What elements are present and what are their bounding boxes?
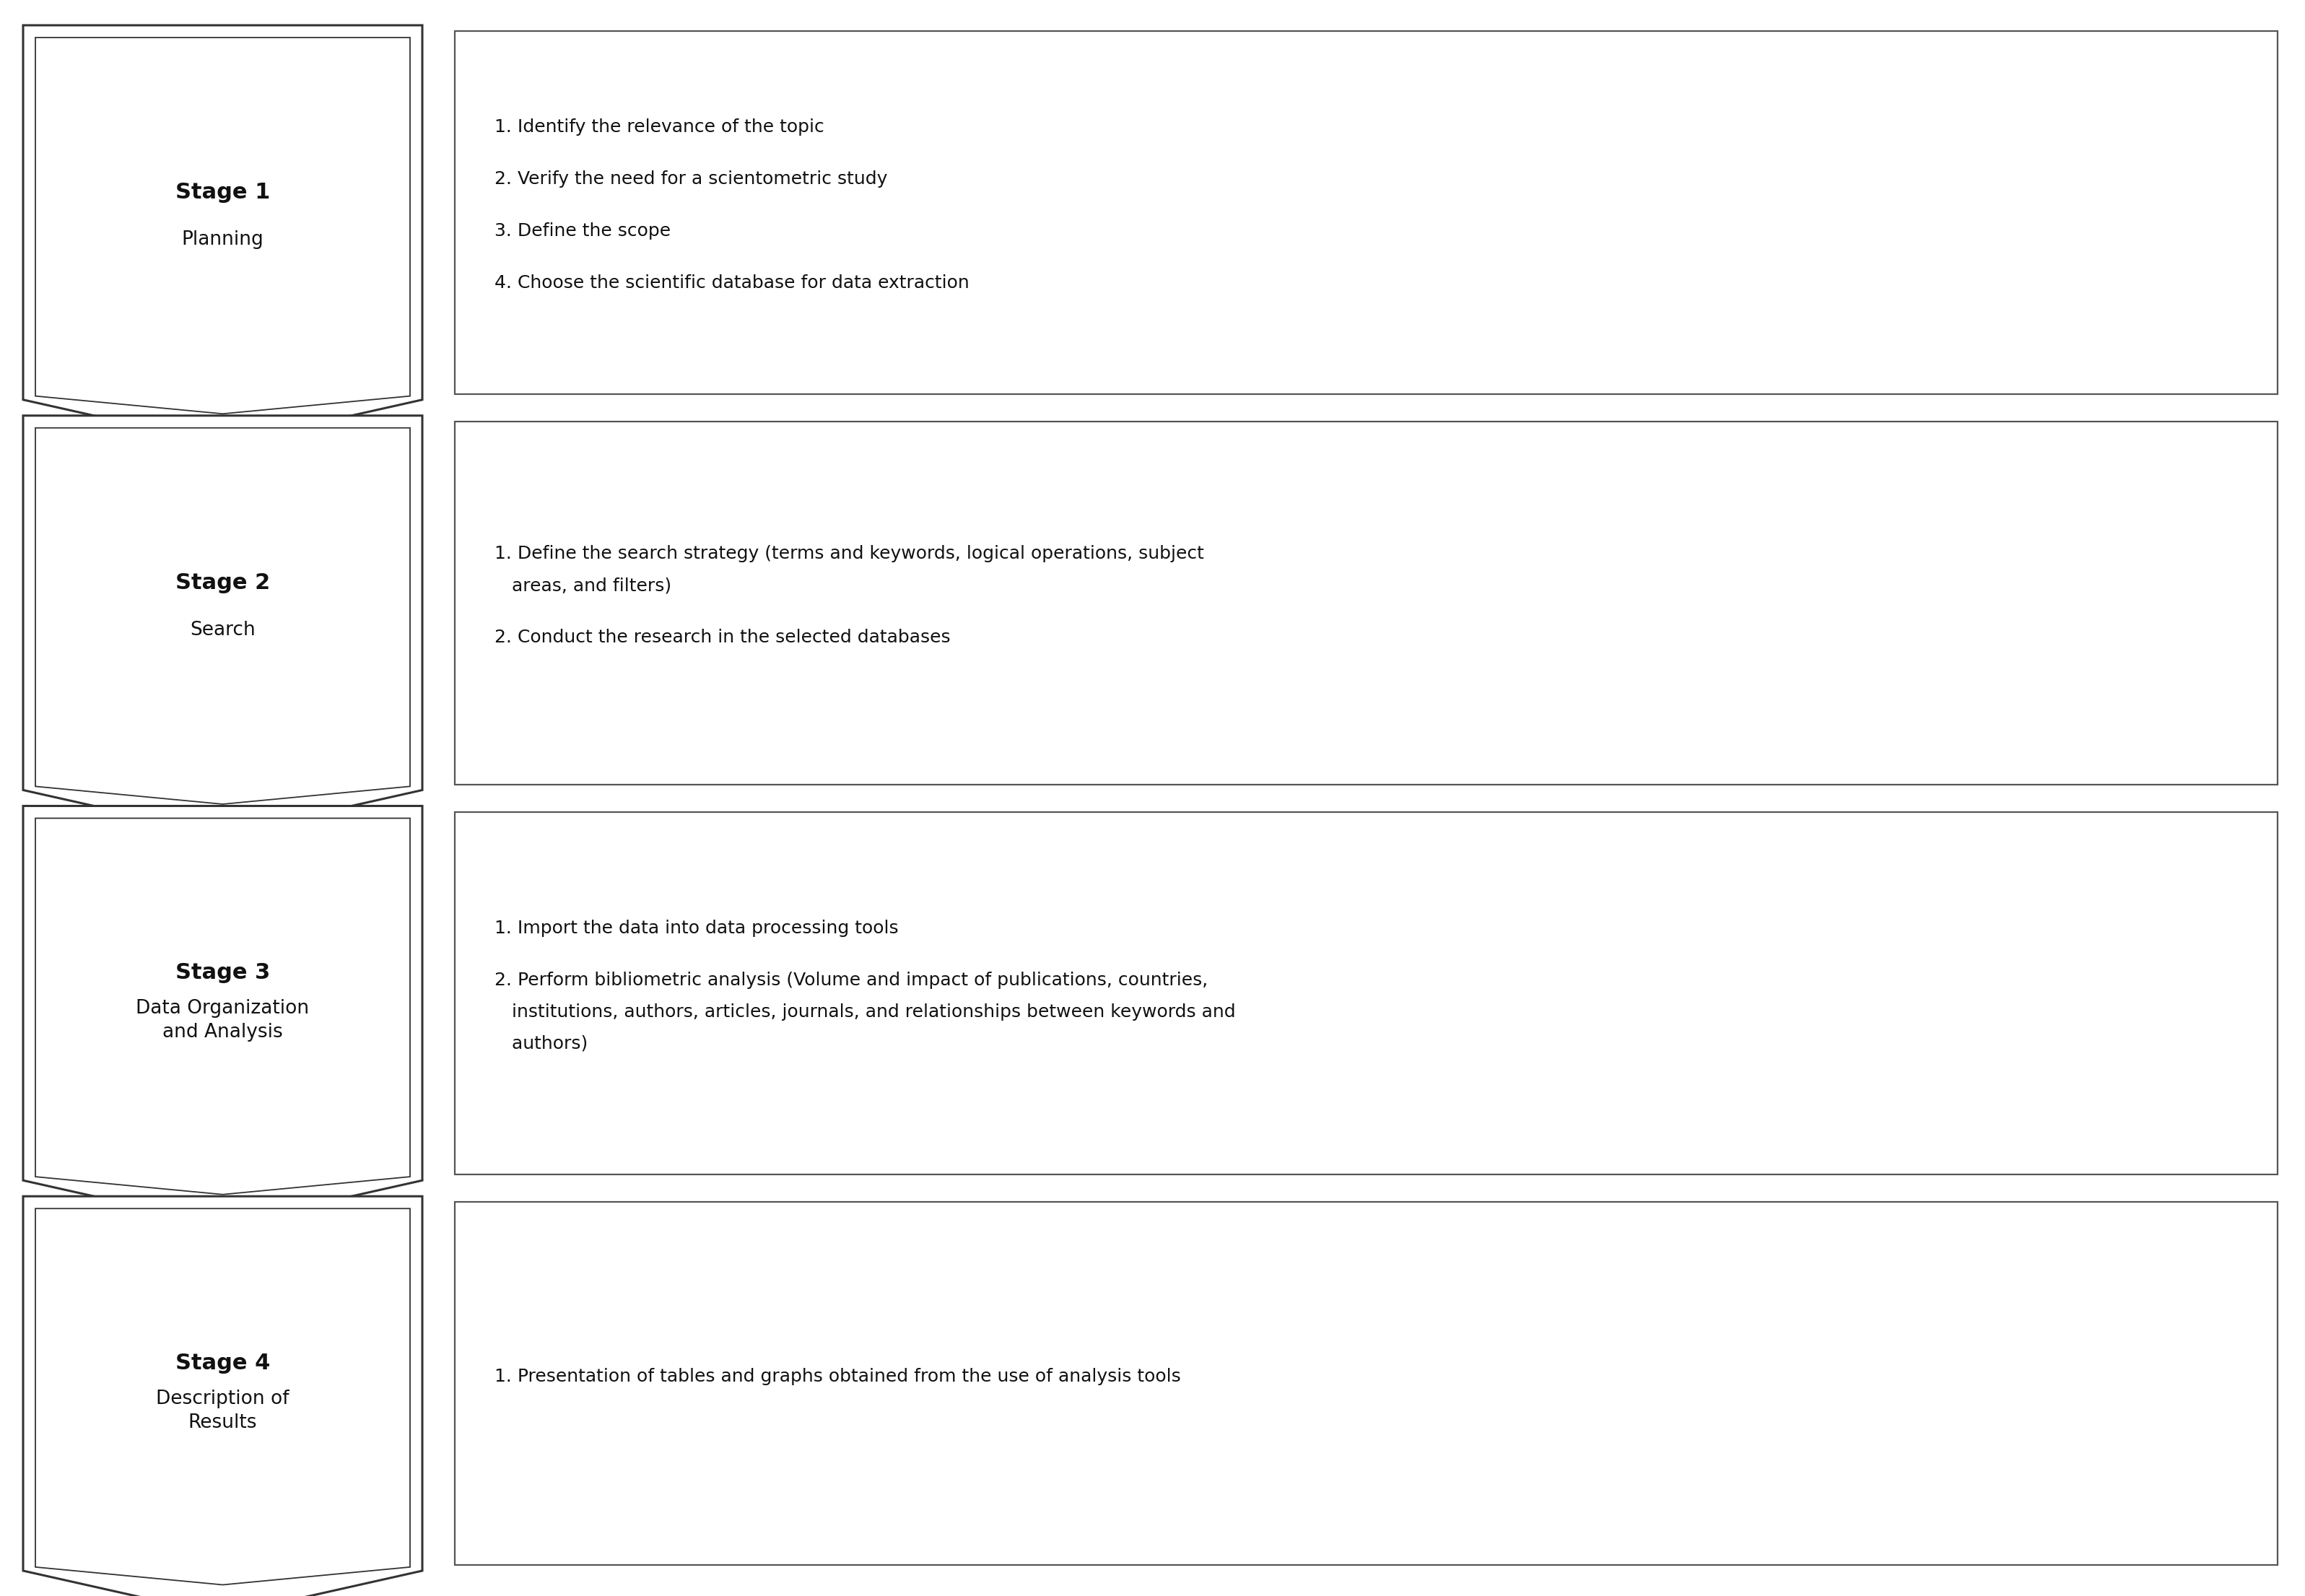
FancyBboxPatch shape <box>454 812 2277 1175</box>
FancyBboxPatch shape <box>454 1202 2277 1566</box>
Text: Stage 2: Stage 2 <box>175 571 270 594</box>
Text: 2. Conduct the research in the selected databases: 2. Conduct the research in the selected … <box>496 629 950 646</box>
Text: 4. Choose the scientific database for data extraction: 4. Choose the scientific database for da… <box>496 275 970 292</box>
Text: institutions, authors, articles, journals, and relationships between keywords an: institutions, authors, articles, journal… <box>496 1004 1235 1020</box>
Text: Search: Search <box>189 621 256 640</box>
Text: 1. Define the search strategy (terms and keywords, logical operations, subject: 1. Define the search strategy (terms and… <box>496 546 1203 562</box>
Text: Stage 4: Stage 4 <box>175 1353 270 1374</box>
Text: Stage 1: Stage 1 <box>175 182 270 203</box>
Text: 1. Identify the relevance of the topic: 1. Identify the relevance of the topic <box>496 118 825 136</box>
Text: 2. Perform bibliometric analysis (Volume and impact of publications, countries,: 2. Perform bibliometric analysis (Volume… <box>496 972 1208 990</box>
Text: areas, and filters): areas, and filters) <box>496 576 671 594</box>
FancyBboxPatch shape <box>454 421 2277 784</box>
Text: authors): authors) <box>496 1036 588 1052</box>
FancyBboxPatch shape <box>454 30 2277 394</box>
Text: 2. Verify the need for a scientometric study: 2. Verify the need for a scientometric s… <box>496 171 887 188</box>
Text: Data Organization
and Analysis: Data Organization and Analysis <box>136 999 309 1042</box>
Polygon shape <box>23 415 422 835</box>
Polygon shape <box>23 1197 422 1596</box>
Text: 1. Presentation of tables and graphs obtained from the use of analysis tools: 1. Presentation of tables and graphs obt… <box>496 1368 1180 1385</box>
Text: Description of
Results: Description of Results <box>157 1390 290 1432</box>
Text: 3. Define the scope: 3. Define the scope <box>496 222 671 239</box>
Text: Stage 3: Stage 3 <box>175 962 270 983</box>
Polygon shape <box>23 806 422 1226</box>
Polygon shape <box>23 26 422 444</box>
Text: Planning: Planning <box>182 230 263 249</box>
Text: 1. Import the data into data processing tools: 1. Import the data into data processing … <box>496 919 899 937</box>
